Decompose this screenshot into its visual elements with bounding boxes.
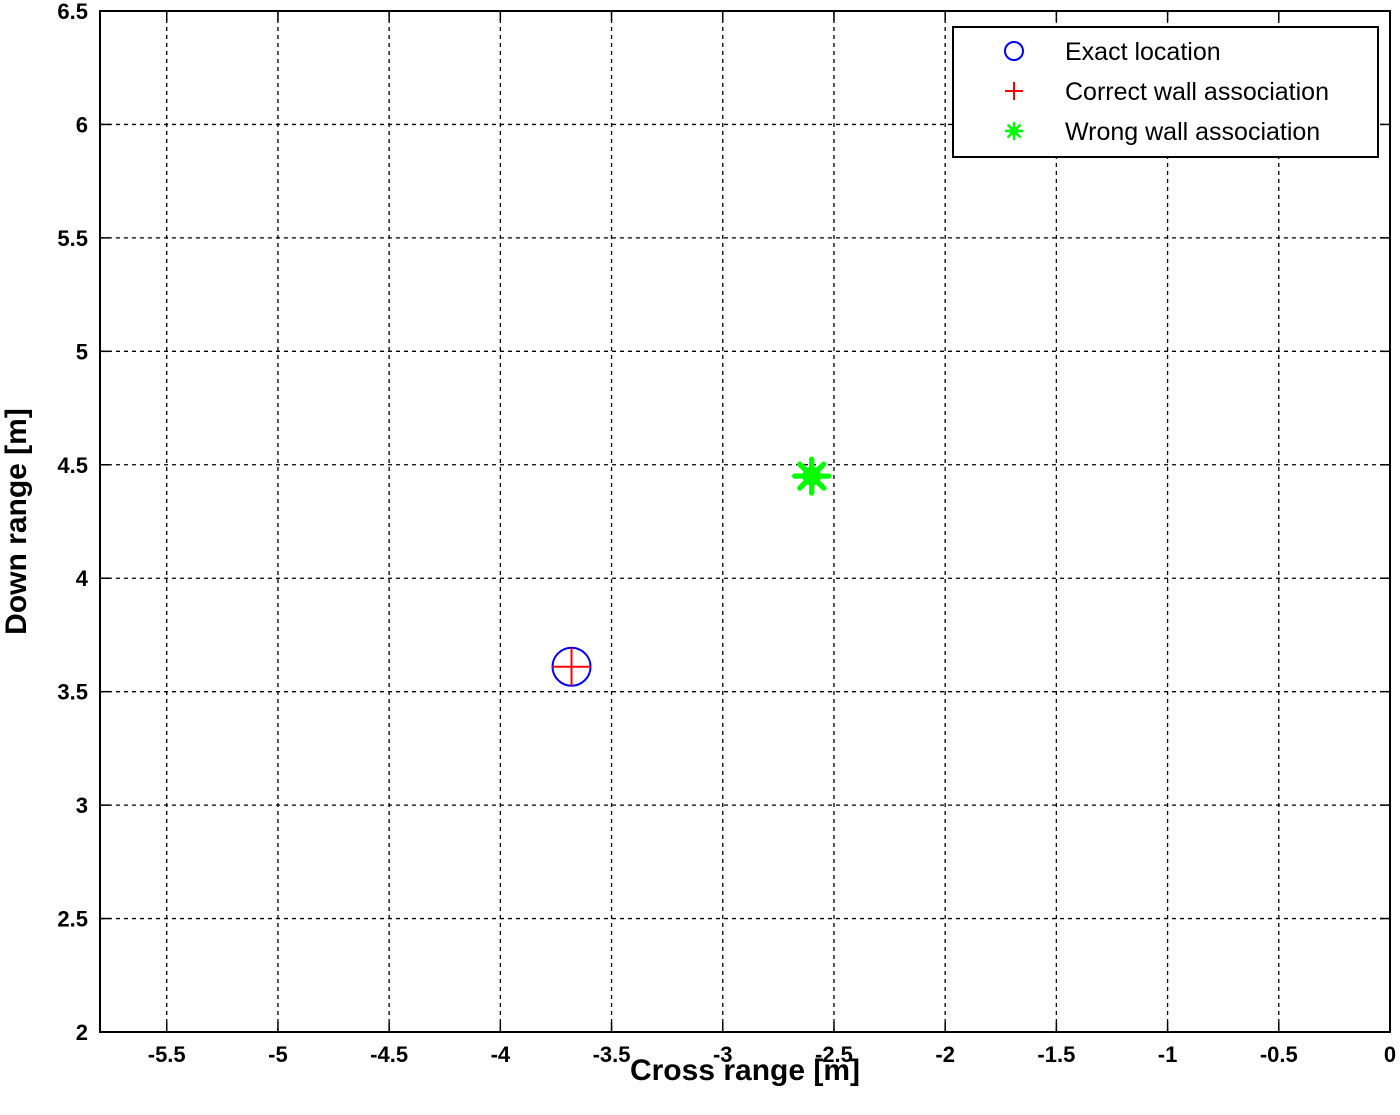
x-tick-label: -5.5 xyxy=(148,1042,186,1067)
x-tick-label: -1.5 xyxy=(1037,1042,1075,1067)
y-tick-label: 5.5 xyxy=(57,226,88,251)
x-tick-label: -5 xyxy=(268,1042,288,1067)
star-marker-core xyxy=(1009,126,1019,136)
x-tick-label: -3 xyxy=(713,1042,733,1067)
star-marker-core xyxy=(802,466,822,486)
y-tick-label: 2.5 xyxy=(57,907,88,932)
y-tick-label: 2 xyxy=(76,1020,88,1045)
legend-label: Correct wall association xyxy=(1065,78,1329,106)
y-tick-label: 5 xyxy=(76,339,88,364)
x-axis-ticks: -5.5 -5 -4.5 -4 -3.5 -3 -2.5 -2 -1.5 -1 -0.5 0 xyxy=(148,11,1396,1067)
y-tick-label: 4.5 xyxy=(57,453,88,478)
legend-item: Exact location xyxy=(1004,38,1221,66)
legend-label: Wrong wall association xyxy=(1065,118,1320,146)
data-point-plus xyxy=(552,647,591,686)
x-tick-label: -4 xyxy=(491,1042,511,1067)
x-tick-label: -1 xyxy=(1158,1042,1178,1067)
legend-marker-plus xyxy=(1005,82,1023,100)
legend-label: Exact location xyxy=(1065,38,1221,66)
legend: Exact location Correct wall association Wr… xyxy=(952,26,1379,158)
grid xyxy=(100,10,1391,1033)
x-axis-label: Cross range [m] xyxy=(630,1054,860,1087)
y-tick-label: 3.5 xyxy=(57,680,88,705)
legend-marker-circle xyxy=(1004,41,1024,61)
x-tick-label: -2.5 xyxy=(815,1042,853,1067)
y-tick-label: 6 xyxy=(76,112,88,137)
legend-box xyxy=(952,26,1379,158)
x-tick-label: -0.5 xyxy=(1260,1042,1298,1067)
y-tick-label: 4 xyxy=(76,566,89,591)
x-tick-label: -4.5 xyxy=(370,1042,408,1067)
data-point-star xyxy=(792,456,832,496)
y-tick-label: 6.5 xyxy=(57,0,88,24)
circle-marker xyxy=(1004,41,1024,61)
plot-area-frame xyxy=(99,10,1391,1033)
legend-item: Correct wall association xyxy=(1005,78,1329,106)
data-marks xyxy=(551,456,832,687)
x-tick-label: -3.5 xyxy=(593,1042,631,1067)
legend-marker-star xyxy=(1004,121,1024,141)
y-axis-ticks: 2 2.5 3 3.5 4 4.5 5 5.5 6 6.5 xyxy=(57,0,1390,1045)
legend-item: Wrong wall association xyxy=(1004,118,1320,146)
y-tick-label: 3 xyxy=(76,793,88,818)
x-tick-label: -2 xyxy=(935,1042,955,1067)
y-axis-label: Down range [m] xyxy=(0,408,33,635)
x-tick-label: 0 xyxy=(1384,1042,1396,1067)
